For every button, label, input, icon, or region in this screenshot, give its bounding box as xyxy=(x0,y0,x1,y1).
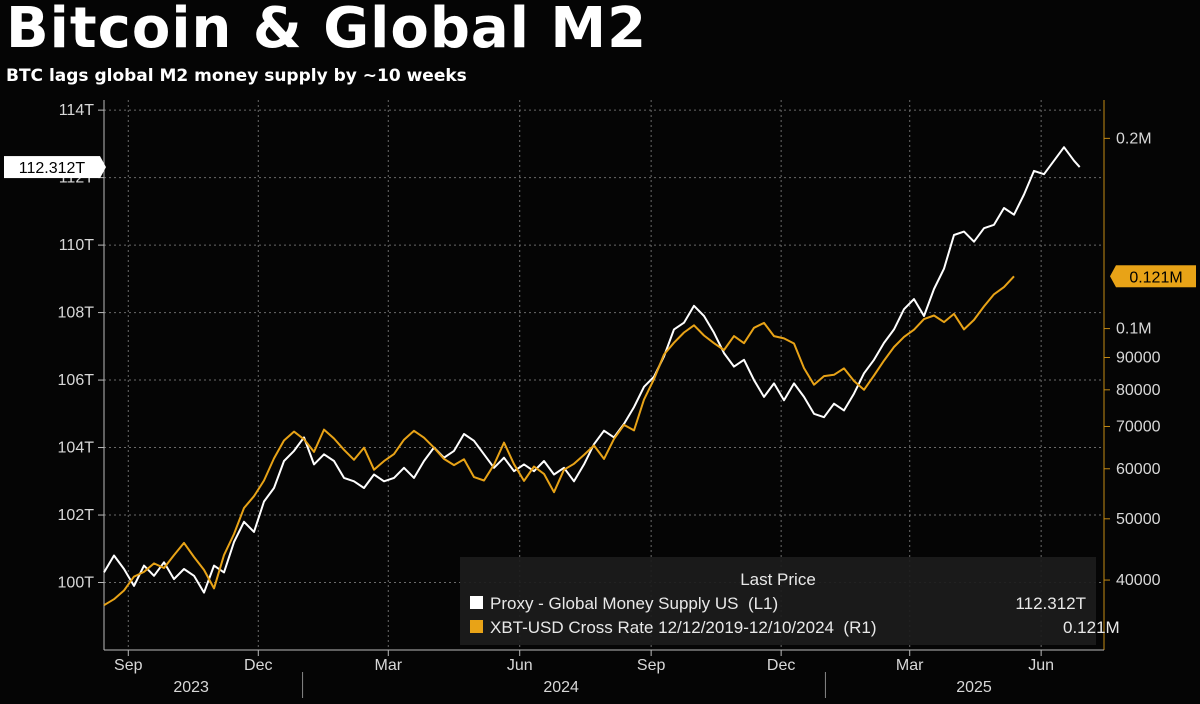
left-tick-label: 102T xyxy=(58,507,95,524)
legend-swatch-btc xyxy=(470,620,483,633)
legend: Last Price Proxy - Global Money Supply U… xyxy=(460,557,1120,645)
series-line-btc xyxy=(103,275,1015,607)
x-year-label: 2025 xyxy=(956,679,992,696)
right-last-value-tag-pointer xyxy=(1110,265,1116,288)
x-year-label: 2024 xyxy=(543,679,579,696)
legend-label-m2: Proxy - Global Money Supply US (L1) xyxy=(490,594,778,613)
x-tick-label: Dec xyxy=(767,657,795,674)
right-tick-label: 40000 xyxy=(1116,572,1161,589)
x-tick-label: Mar xyxy=(375,657,403,674)
right-tick-label: 80000 xyxy=(1116,382,1161,399)
legend-value-btc: 0.121M xyxy=(1063,618,1120,637)
right-tick-label: 70000 xyxy=(1116,418,1161,435)
series-lines xyxy=(103,146,1081,607)
left-tick-label: 104T xyxy=(58,440,95,457)
left-last-value-tag-pointer xyxy=(100,156,106,179)
legend-background xyxy=(460,557,1096,645)
x-tick-label: Jun xyxy=(1028,657,1054,674)
right-tick-label: 50000 xyxy=(1116,511,1161,528)
axes: 100T102T104T106T108T110T112T114T40000500… xyxy=(58,100,1161,698)
legend-value-m2: 112.312T xyxy=(1015,594,1086,613)
legend-swatch-m2 xyxy=(470,596,483,609)
series-line-m2 xyxy=(103,146,1081,594)
left-tick-label: 110T xyxy=(59,237,95,254)
left-tick-label: 106T xyxy=(58,372,95,389)
left-tick-label: 108T xyxy=(58,305,95,322)
left-tick-label: 114T xyxy=(59,102,95,119)
left-last-value-tag xyxy=(4,156,100,179)
x-year-label: 2023 xyxy=(173,679,209,696)
legend-header: Last Price xyxy=(740,570,816,589)
x-tick-label: Sep xyxy=(114,657,143,674)
right-tick-label: 90000 xyxy=(1116,349,1161,366)
left-last-value-label: 112.312T xyxy=(19,160,86,177)
x-tick-label: Sep xyxy=(637,657,666,674)
x-tick-label: Jun xyxy=(507,657,533,674)
last-value-tags: 112.312T 0.121M xyxy=(4,156,1196,288)
left-tick-label: 100T xyxy=(58,575,95,592)
right-tick-label: 0.2M xyxy=(1116,130,1152,147)
right-tick-label: 60000 xyxy=(1116,461,1161,478)
x-tick-label: Mar xyxy=(896,657,924,674)
chart-title: Bitcoin & Global M2 xyxy=(6,0,648,61)
right-tick-label: 0.1M xyxy=(1116,321,1152,338)
chart-subtitle: BTC lags global M2 money supply by ~10 w… xyxy=(6,66,467,86)
right-last-value-label: 0.121M xyxy=(1129,269,1182,286)
legend-label-btc: XBT-USD Cross Rate 12/12/2019-12/10/2024… xyxy=(490,618,876,637)
x-tick-label: Dec xyxy=(244,657,272,674)
right-last-value-tag xyxy=(1116,265,1196,288)
